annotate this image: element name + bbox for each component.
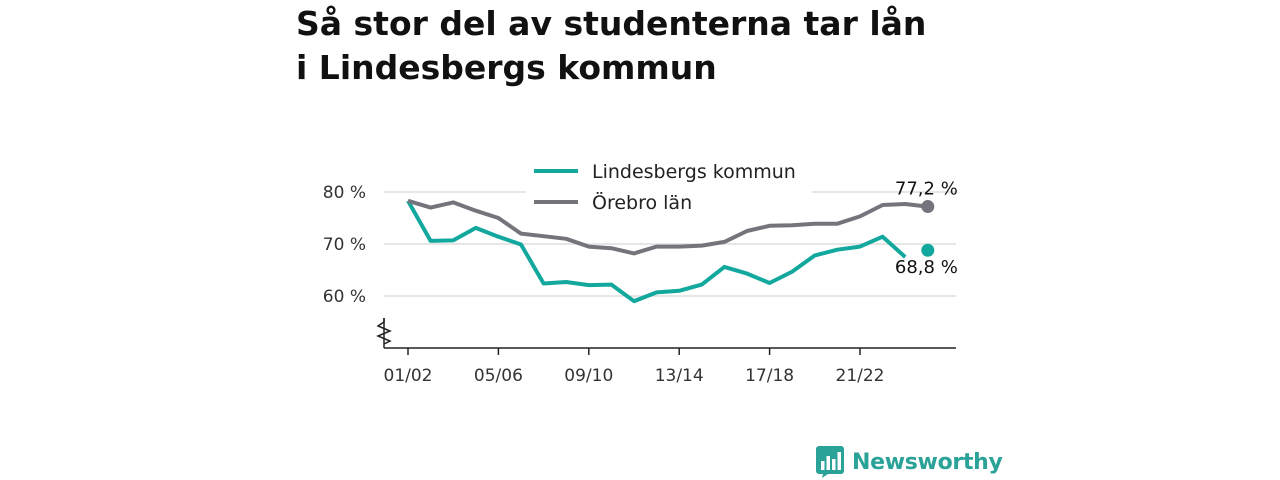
legend-box [526,154,812,218]
series-lines [406,198,929,304]
axis-break-icon [376,318,392,345]
series-line-orebro [407,198,929,256]
chart-title: Så stor del av studenterna tar lån i Lin… [296,4,927,87]
end-value-label: 77,2 % [895,179,958,200]
series-line-lindesberg [406,199,907,304]
end-point [921,200,935,214]
bar-chart-logo-icon [816,446,844,478]
end-value-label: 68,8 % [895,257,958,278]
x-tick-label: 17/18 [745,366,794,386]
x-tick-label: 01/02 [384,366,433,386]
legend-label: Örebro län [592,191,692,214]
brand-name: Newsworthy [852,449,1003,475]
y-tick-label: 70 % [323,235,366,255]
x-tick-label: 21/22 [836,366,885,386]
brand-logo: Newsworthy [816,446,1003,478]
x-tick-label: 09/10 [564,366,613,386]
legend-label: Lindesbergs kommun [592,161,796,183]
end-labels: 68,8 % 77,2 % [895,179,958,279]
legend: Lindesbergs kommun Örebro län [526,154,812,218]
y-tick-label: 60 % [323,287,366,307]
x-tick-label: 05/06 [474,366,523,386]
axes: 80 % 70 % 60 % 01/02 05/06 09/10 13/14 17/18 21/… [323,183,956,386]
end-point [921,243,935,257]
y-tick-label: 80 % [323,183,366,203]
x-tick-label: 13/14 [655,366,704,386]
